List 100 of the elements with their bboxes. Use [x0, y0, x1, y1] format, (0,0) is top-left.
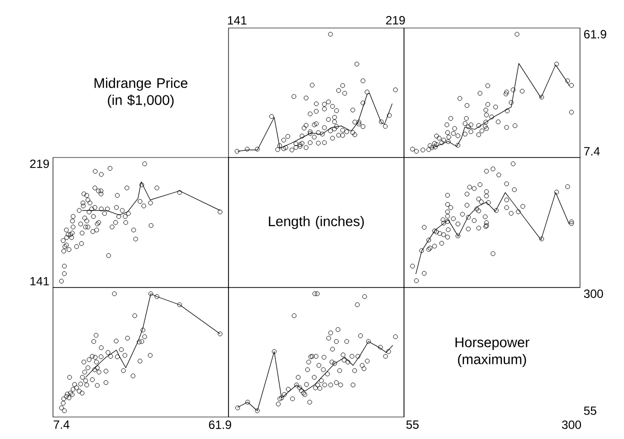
- point: [451, 131, 456, 136]
- point: [420, 148, 426, 152]
- x-tick-label: 300: [562, 420, 582, 429]
- point: [462, 121, 468, 126]
- text: Length (inches): [268, 216, 364, 229]
- point: [484, 112, 489, 118]
- point: [496, 119, 501, 124]
- point: [64, 394, 69, 399]
- point: [504, 125, 509, 130]
- point: [66, 396, 72, 400]
- point: [448, 116, 454, 121]
- point: [432, 144, 438, 150]
- point: [138, 358, 142, 364]
- point: [90, 354, 95, 359]
- point: [464, 103, 470, 108]
- y-tick-label: 300: [584, 290, 604, 298]
- point: [434, 134, 439, 138]
- point: [154, 294, 160, 299]
- point: [468, 129, 474, 134]
- point: [72, 382, 77, 387]
- point: [458, 96, 462, 101]
- point: [510, 88, 516, 92]
- point: [485, 102, 490, 107]
- y-tick-label: 55: [584, 406, 596, 415]
- point: [434, 142, 439, 147]
- point: [485, 83, 490, 88]
- point: [441, 138, 446, 142]
- point: [83, 378, 88, 384]
- point: [142, 334, 148, 340]
- point: [62, 408, 67, 414]
- point: [90, 377, 95, 382]
- point: [446, 139, 451, 144]
- text: Horsepower (maximum): [456, 338, 530, 367]
- y-tick-label: 7.4: [584, 147, 600, 156]
- point: [122, 353, 128, 358]
- point: [483, 120, 488, 124]
- point: [86, 357, 92, 362]
- point: [478, 90, 482, 96]
- point: [514, 32, 520, 37]
- point: [410, 146, 415, 152]
- point: [482, 124, 488, 129]
- point: [462, 132, 468, 136]
- point: [148, 291, 154, 296]
- point: [493, 104, 498, 110]
- point: [64, 392, 70, 396]
- point: [136, 340, 142, 344]
- point: [94, 365, 100, 370]
- point: [444, 122, 450, 128]
- point: [569, 82, 574, 88]
- point: [96, 370, 102, 374]
- point: [445, 130, 450, 135]
- point: [80, 390, 84, 396]
- point: [569, 110, 574, 115]
- point: [483, 108, 488, 112]
- point: [452, 126, 458, 131]
- point: [86, 365, 90, 370]
- point: [70, 392, 75, 397]
- point: [104, 380, 108, 385]
- point: [94, 383, 100, 388]
- point: [504, 92, 508, 96]
- point: [504, 108, 510, 114]
- point: [476, 123, 482, 128]
- point: [94, 360, 99, 364]
- point: [468, 122, 474, 128]
- point: [520, 88, 525, 94]
- point: [508, 100, 514, 105]
- point: [121, 368, 126, 373]
- point: [92, 367, 97, 372]
- point: [91, 339, 96, 344]
- point: [84, 382, 90, 388]
- point: [130, 374, 136, 378]
- x-tick-label: 7.4: [54, 420, 70, 429]
- point: [446, 134, 452, 140]
- point: [480, 128, 484, 134]
- point: [456, 142, 460, 148]
- point: [108, 354, 113, 359]
- point: [82, 370, 88, 374]
- point: [74, 385, 79, 390]
- point: [466, 124, 471, 130]
- point: [464, 116, 469, 121]
- text: Midrange Price (in $1,000): [94, 78, 188, 108]
- point: [98, 345, 104, 350]
- point: [432, 140, 437, 146]
- point: [70, 386, 76, 392]
- point: [92, 354, 98, 360]
- point: [489, 114, 494, 120]
- point: [112, 291, 117, 296]
- point: [539, 94, 544, 100]
- point: [61, 396, 66, 402]
- point: [436, 136, 442, 141]
- x-tick-label: 55: [406, 420, 419, 429]
- point: [114, 338, 119, 344]
- point: [104, 368, 108, 374]
- point: [132, 313, 138, 318]
- point: [504, 90, 509, 94]
- point: [60, 400, 66, 406]
- point: [98, 354, 104, 360]
- point: [125, 336, 130, 341]
- point: [78, 382, 83, 386]
- point: [140, 328, 146, 332]
